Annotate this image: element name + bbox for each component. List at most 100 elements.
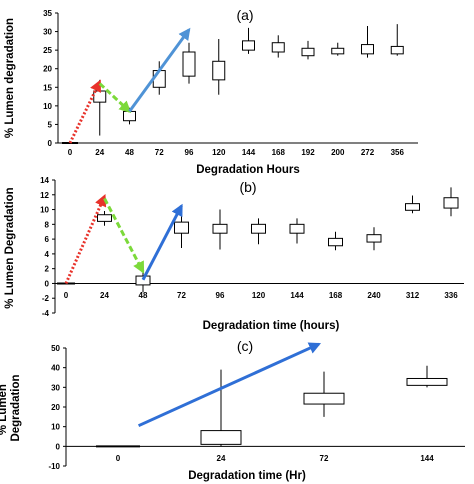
panel-b-x-tick-label: 48 [139,291,148,300]
panel-c-boxes [96,365,448,448]
panel-b-box [443,187,459,217]
panel-a-box-rect [331,47,345,55]
panel-b-x-tick-label: 24 [100,291,109,300]
panel-c-x-tick-label: 24 [217,454,226,463]
panel-b-box [212,209,228,250]
panel-c-y-axis-label-line2: Degradation [10,374,22,441]
panel-c-y-axis-label-line1: % Lumen [0,384,9,435]
panel-c-y-tick-label: 0 [56,442,61,451]
panel-a-x-tick-label: 168 [272,148,286,157]
panel-a-box [361,26,374,58]
panel-a-arrow-solid [128,27,191,113]
panel-c-arrows [137,342,322,428]
panel-b-y-tick-label: 10 [40,206,49,215]
panel-b-box-rect [289,223,305,234]
panel-a-arrow-dashed [98,82,132,114]
panel-b-box-rect [443,197,459,209]
panel-b-arrows [64,194,183,285]
panel-b-box [97,211,112,226]
panel-c: -10 0 10 20 30 40 50 0 24 72 144 (c) Degradation t… [0,338,465,482]
panel-a-box [182,42,196,84]
panel-a-x-tick-label: 24 [95,148,104,157]
panel-b-x-tick-label: 0 [64,291,69,300]
panel-a-arrow-dotted [68,79,102,144]
panel-c-axes: -10 0 10 20 30 40 50 0 24 72 144 [48,344,465,471]
panel-b-box-rect [251,223,266,234]
panel-a-x-tick-label: 120 [212,148,226,157]
panel-b-box [251,218,266,245]
panel-a-x-tick-label: 0 [68,148,73,157]
panel-b-y-tick-label: 6 [45,235,50,244]
panel-a-box-rect [390,45,404,55]
panel-b-box [289,218,305,244]
panel-a-x-tick-label: 192 [301,148,315,157]
panel-b-boxes [57,187,459,293]
panel-a-y-tick-label: 20 [43,65,52,74]
panel-a-y-tick-label: 15 [43,83,52,92]
panel-a-y-tick-label: 35 [43,9,52,18]
panel-b-y-tick-label: -4 [42,309,50,318]
panel-b-y-tick-label: -2 [42,294,50,303]
panel-c-box-rect [200,430,242,445]
panel-a-x-tick-label: 200 [331,148,345,157]
panel-a-box-rect [242,40,255,51]
panel-b-box-rect [405,203,420,211]
panel-a-y-tick-label: 25 [43,46,52,55]
panel-c-x-tick-label: 144 [420,454,434,463]
panel-b-box-rect [328,237,343,247]
panel-c-y-tick-label: 10 [51,423,60,432]
panel-b-x-axis-label: Degradation time (hours) [203,320,340,332]
panel-b-x-tick-label: 312 [406,291,420,300]
panel-b-box [366,227,382,251]
panel-b-y-axis-label: % Lumen Degradation [4,187,16,308]
panel-b-box-rect [366,234,382,243]
panel-b-y-tick-label: 4 [45,250,50,259]
panel-b-y-tick-label: 2 [45,265,50,274]
panel-a-y-tick-label: 30 [43,28,52,37]
panel-c-x-tick-label: 0 [116,454,121,463]
panel-b-x-tick-label: 72 [177,291,186,300]
panel-b-box-rect [174,221,189,234]
panel-c-y-tick-label: 50 [51,344,60,353]
panel-b-y-tick-label: 0 [45,279,50,288]
panel-a-label: (a) [236,7,253,23]
panel-a-y-axis-label: % Lumen degradation [4,18,16,138]
panel-a-x-axis-label: Degradation Hours [196,164,300,176]
panel-c-y-tick-label: -10 [48,462,60,471]
panel-b-label: (b) [239,179,256,195]
panel-b-box [328,231,343,251]
panel-b-x-tick-label: 240 [367,291,381,300]
panel-a-box [242,27,255,54]
panel-a-box-rect [212,60,226,81]
panel-b-arrow-solid [141,203,183,281]
panel-a-axes: 0 5 10 15 20 25 30 35 0 24 48 72 96 120 144 168 192 200 27… [43,9,418,157]
panel-c-y-tick-label: 30 [51,383,60,392]
panel-a-x-tick-label: 144 [242,148,256,157]
panel-b-arrow-dashed [103,197,145,274]
panel-a-box [390,24,404,56]
panel-c-box-rect [303,392,345,405]
panel-b-arrow-dotted [64,194,107,285]
panel-b-x-tick-label: 336 [444,291,458,300]
panel-b-box-rect [135,275,151,286]
panel-c-box [303,371,345,417]
panel-a-x-tick-label: 356 [391,148,405,157]
panel-a-y-tick-label: 5 [48,120,53,129]
panel-a-y-tick-label: 0 [48,139,53,148]
panel-a-box-rect [301,47,315,57]
panel-a-box [271,35,285,58]
panel-c-box [406,365,448,388]
panel-a-arrows [68,27,191,144]
panel-b-y-tick-label: 12 [40,191,49,200]
panel-c-y-tick-label: 40 [51,364,60,373]
panel-b-y-tick-label: 8 [45,220,50,229]
panel-a-x-tick-label: 272 [361,148,375,157]
panel-a-y-tick-label: 10 [43,102,52,111]
panel-a-x-tick-label: 72 [155,148,164,157]
panel-b-x-tick-label: 144 [290,291,304,300]
panel-b-box-rect [212,223,228,234]
panel-b-x-tick-label: 96 [216,291,225,300]
